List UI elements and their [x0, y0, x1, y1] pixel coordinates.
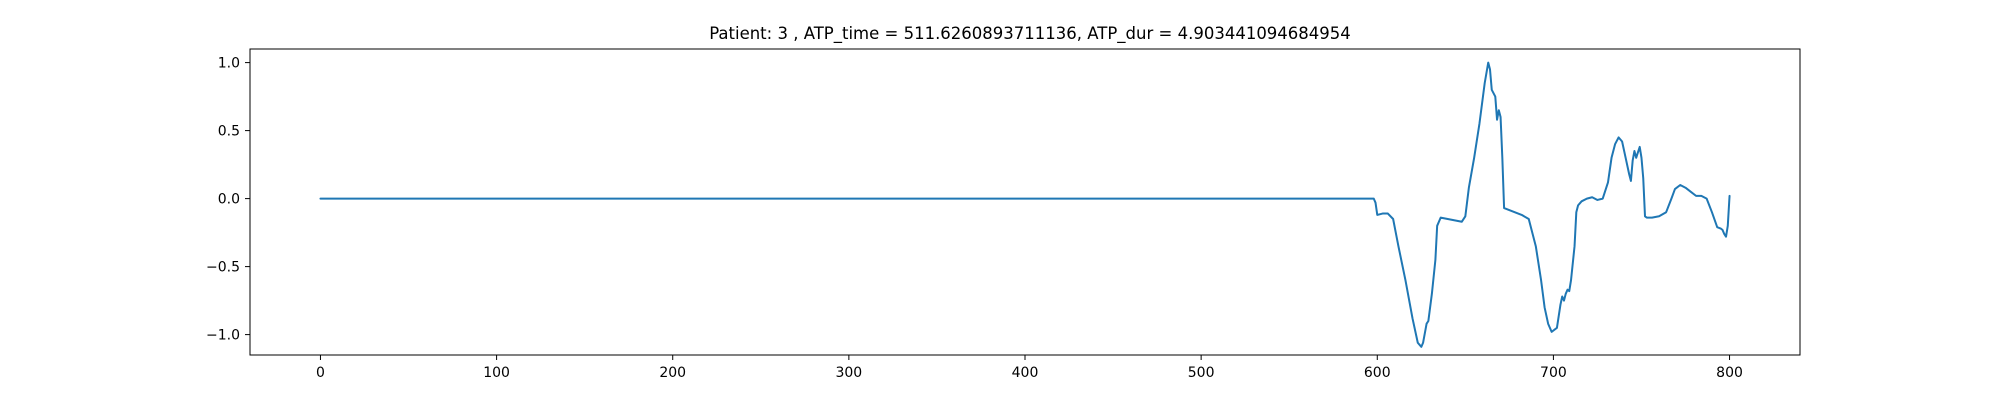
- chart-title: Patient: 3 , ATP_time = 511.626089371113…: [709, 24, 1351, 44]
- x-tick-label: 500: [1188, 365, 1215, 381]
- x-tick-label: 0: [316, 365, 325, 381]
- x-tick-label: 200: [659, 365, 686, 381]
- x-tick-label: 800: [1716, 365, 1743, 381]
- y-tick-label: −0.5: [206, 260, 240, 276]
- y-tick-label: 0.0: [218, 192, 240, 208]
- y-tick-label: −1.0: [206, 328, 240, 344]
- x-tick-label: 100: [483, 365, 510, 381]
- x-tick-label: 300: [835, 365, 862, 381]
- y-axis: −1.0 −0.5 0.0 0.5 1.0: [206, 56, 250, 344]
- x-axis: 0 100 200 300 400 500 600 700 800: [316, 355, 1743, 381]
- x-tick-label: 600: [1364, 365, 1391, 381]
- series-layer: [319, 61, 1731, 348]
- x-tick-label: 400: [1012, 365, 1039, 381]
- x-tick-label: 700: [1540, 365, 1567, 381]
- y-tick-label: 0.5: [218, 124, 240, 140]
- series-line-0: [319, 61, 1731, 348]
- y-tick-label: 1.0: [218, 56, 240, 72]
